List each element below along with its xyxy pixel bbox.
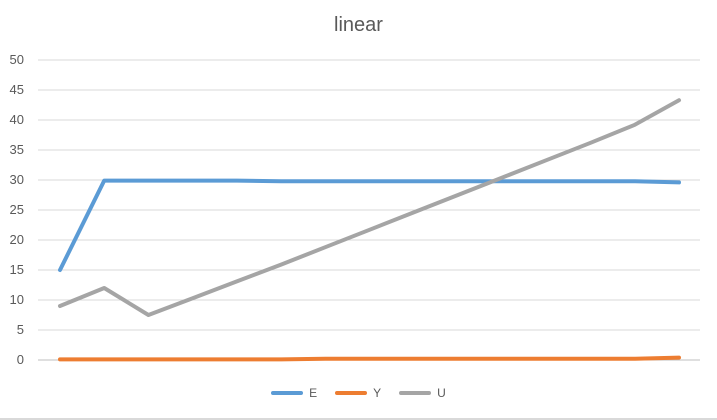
y-tick-label: 10 [10, 292, 24, 307]
legend-label: E [309, 386, 318, 400]
legend-item-U: U [399, 386, 446, 400]
y-tick-label: 0 [17, 352, 24, 367]
series-line-U [58, 98, 681, 317]
y-tick-label: 30 [10, 172, 24, 187]
y-tick-label: 25 [10, 202, 24, 217]
y-tick-label: 5 [17, 322, 24, 337]
legend-item-Y: Y [335, 386, 381, 400]
y-tick-label: 35 [10, 142, 24, 157]
y-tick-label: 45 [10, 82, 24, 97]
series-line-E [58, 178, 681, 272]
legend-swatch [335, 391, 368, 395]
y-tick-label: 50 [10, 52, 24, 67]
y-tick-label: 15 [10, 262, 24, 277]
legend-swatch [399, 391, 432, 395]
legend-label: U [437, 386, 446, 400]
legend-swatch [271, 391, 304, 395]
y-tick-label: 40 [10, 112, 24, 127]
chart-title: linear [334, 14, 383, 36]
legend-label: Y [373, 386, 382, 400]
series-line-Y [58, 355, 681, 362]
y-tick-label: 20 [10, 232, 24, 247]
legend-item-E: E [271, 386, 317, 400]
